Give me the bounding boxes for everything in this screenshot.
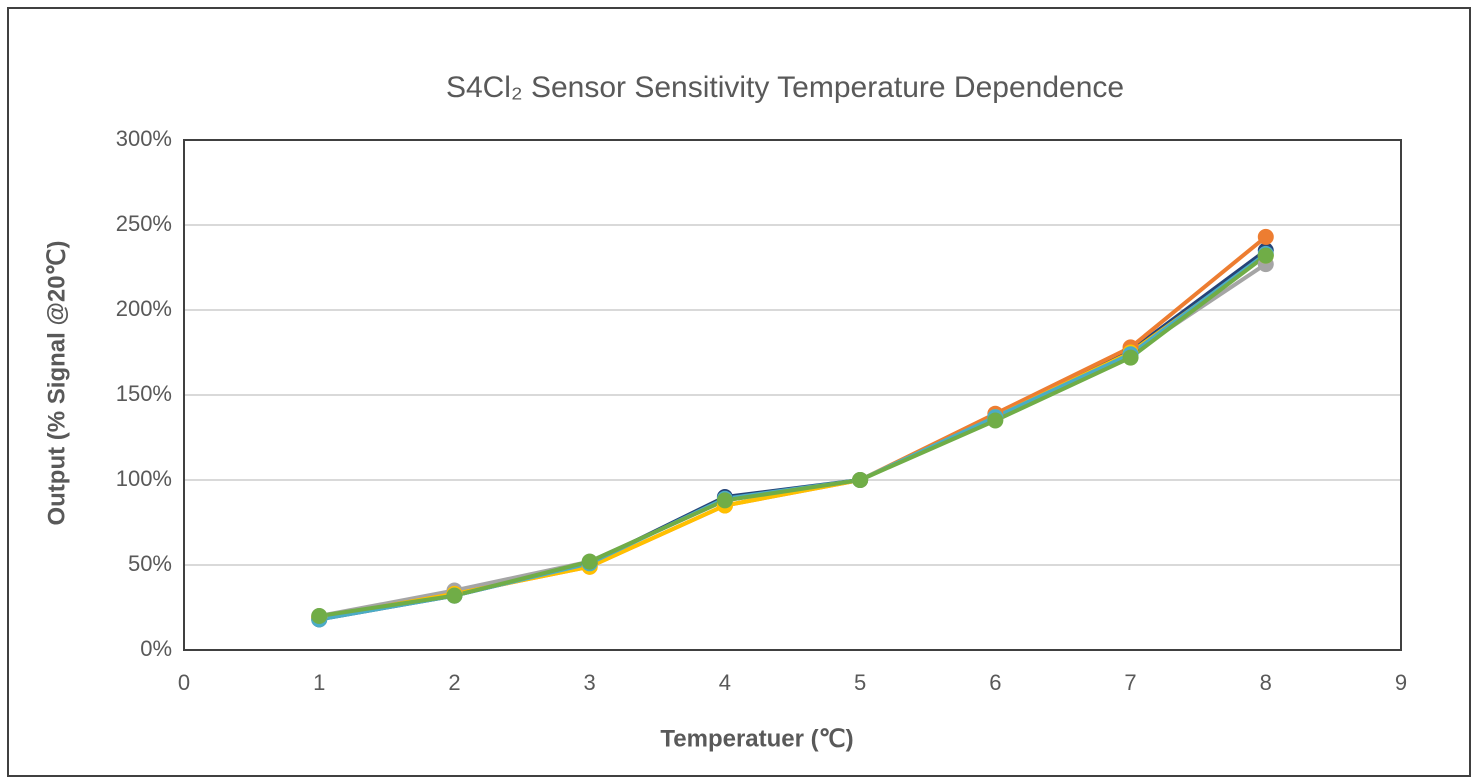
marker <box>716 492 733 509</box>
x-tick-label: 6 <box>989 670 1001 695</box>
marker <box>987 412 1004 429</box>
marker <box>1257 228 1274 245</box>
y-tick-label: 0% <box>140 636 172 661</box>
y-tick-label: 200% <box>116 296 172 321</box>
chart-title: S4Cl₂ Sensor Sensitivity Temperature Dep… <box>446 71 1124 104</box>
y-tick-label: 250% <box>116 211 172 236</box>
y-tick-label: 150% <box>116 381 172 406</box>
y-tick-label: 50% <box>128 551 172 576</box>
marker <box>581 553 598 570</box>
x-tick-label: 2 <box>448 670 460 695</box>
plot-area <box>183 139 1402 651</box>
x-tick-label: 4 <box>719 670 731 695</box>
y-axis-label: Output (% Signal @20℃) <box>43 240 70 525</box>
marker <box>1122 349 1139 366</box>
y-tick-label: 300% <box>116 126 172 151</box>
x-tick-label: 1 <box>313 670 325 695</box>
marker <box>1257 247 1274 264</box>
series-line <box>318 254 1267 618</box>
frame <box>7 7 1471 777</box>
y-tick-label: 100% <box>116 466 172 491</box>
x-axis-label: Temperatuer (℃) <box>660 725 853 752</box>
x-tick-label: 8 <box>1260 670 1272 695</box>
marker <box>311 608 328 624</box>
x-tick-label: 3 <box>584 670 596 695</box>
marker <box>852 472 869 488</box>
x-tick-label: 5 <box>854 670 866 695</box>
x-tick-label: 0 <box>178 670 190 695</box>
x-tick-label: 7 <box>1124 670 1136 695</box>
x-tick-label: 9 <box>1395 670 1407 695</box>
marker <box>446 587 463 604</box>
